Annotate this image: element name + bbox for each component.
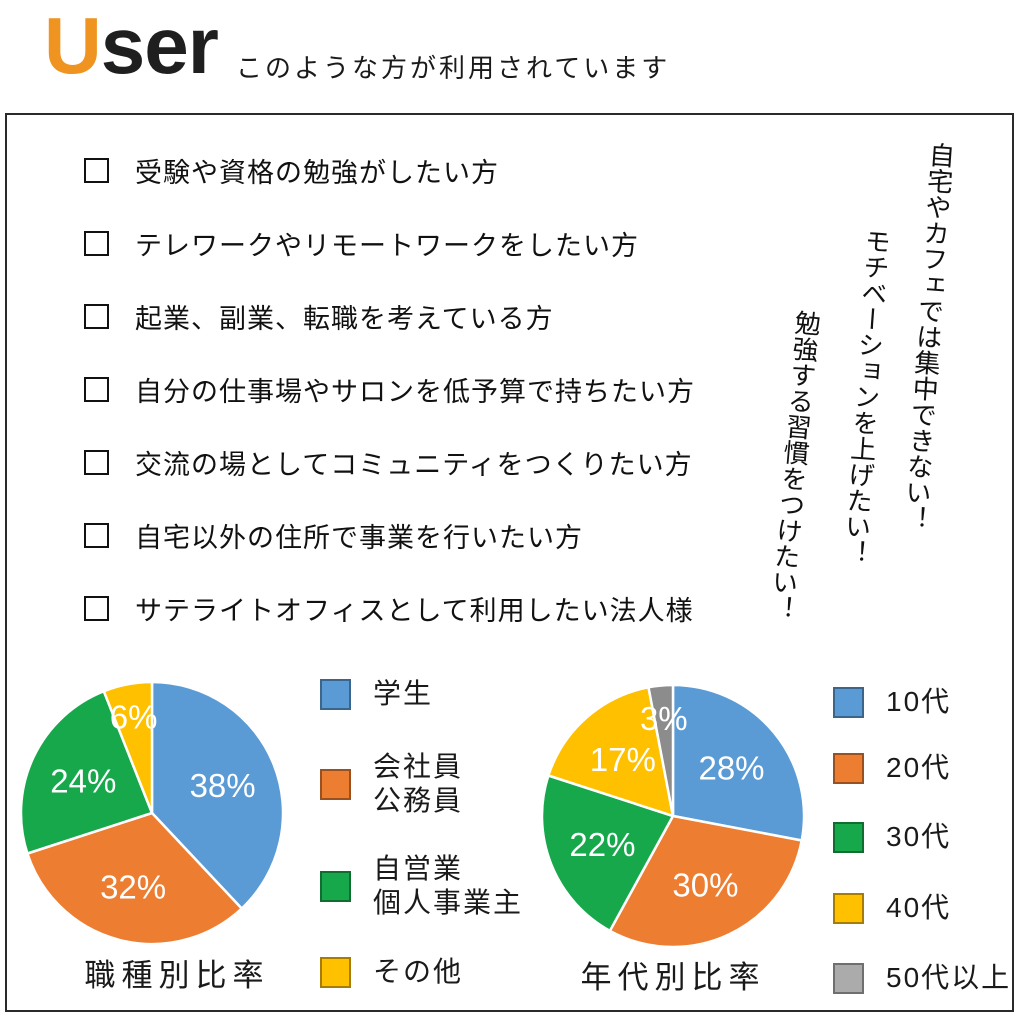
checklist-item-label: テレワークやリモートワークをしたい方: [135, 230, 639, 261]
legend-item: 自営業 個人事業主: [320, 852, 523, 920]
legend-label: 会社員 公務員: [373, 751, 464, 816]
chart-title-age: 年代別比率: [580, 960, 766, 995]
checkbox-icon: [84, 303, 109, 329]
logo: User: [44, 1, 219, 90]
pie-slice-label: 24%: [50, 763, 116, 800]
legend-label: 自営業 個人事業主: [373, 853, 524, 918]
pie-slice: [102, 680, 154, 815]
legend-label: 10代: [886, 686, 952, 717]
checklist-item-label: 受験や資格の勉強がしたい方: [135, 157, 499, 188]
pie-slice: [547, 686, 675, 818]
checkbox-icon: [84, 157, 109, 183]
legend-label: 学生: [373, 678, 434, 709]
checkbox-icon: [84, 449, 109, 475]
pie-slice-label: 6%: [110, 699, 158, 736]
content-box: [5, 113, 1014, 1012]
pie-slice: [608, 814, 803, 949]
checklist: 受験や資格の勉強がしたい方テレワークやリモートワークをしたい方 起業、副業、転職を…: [84, 156, 695, 667]
legend-item: 50代以上: [833, 961, 1011, 995]
pie-slice: [671, 683, 806, 842]
checklist-item-label: 自分の仕事場やサロンを低予算で持ちたい方: [135, 376, 695, 407]
checklist-item-label: 交流の場としてコミュニティをつくりたい方: [135, 449, 693, 480]
pie-slice-label: 22%: [569, 826, 635, 863]
logo-rest-letters: ser: [100, 1, 219, 90]
legend-label: 30代: [886, 821, 952, 852]
checklist-item: 自分の仕事場やサロンを低予算で持ちたい方: [84, 375, 695, 407]
pie-slice-label: 32%: [100, 869, 166, 906]
page-subtitle: このような方が利用されています: [236, 53, 671, 83]
checkbox-icon: [84, 376, 109, 402]
checklist-item-label: サテライトオフィスとして利用したい法人様: [135, 595, 694, 626]
legend-item: 10代: [833, 685, 951, 719]
pie-slice-label: 3%: [640, 700, 688, 737]
legend-label: 40代: [886, 892, 952, 923]
pie-chart-occupation: 38% 32% 24% 6%: [19, 680, 285, 946]
legend-swatch: [833, 892, 864, 924]
logo-letter-accent: U: [44, 1, 102, 90]
pie-slice: [26, 811, 243, 946]
legend-swatch: [833, 752, 864, 784]
legend-swatch: [320, 678, 351, 710]
legend-swatch: [320, 956, 351, 988]
checkbox-icon: [84, 595, 109, 621]
checklist-item: 受験や資格の勉強がしたい方: [84, 156, 695, 188]
legend-swatch: [833, 686, 864, 718]
pie-slice-label: 28%: [698, 750, 764, 787]
legend-swatch: [833, 821, 864, 853]
pie-slice: [647, 683, 675, 818]
pie-slice: [150, 680, 285, 910]
legend-swatch: [320, 768, 351, 800]
legend-item: その他: [320, 955, 463, 989]
pie-chart-age: 28% 30% 22% 17% 3%: [540, 683, 806, 949]
pie-slice-label: 17%: [590, 741, 656, 778]
legend-item: 会社員 公務員: [320, 750, 463, 818]
checklist-item-label: 起業、副業、転職を考えている方: [135, 303, 554, 334]
checklist-item: 起業、副業、転職を考えている方: [84, 302, 695, 334]
legend-occupation: 学生会社員 公務員 自営業 個人事業主その他: [320, 672, 523, 1012]
legend-swatch: [833, 962, 864, 994]
checklist-item: 自宅以外の住所で事業を行いたい方: [84, 521, 695, 553]
legend-label: その他: [373, 956, 464, 987]
legend-item: 学生: [320, 677, 433, 711]
legend-item: 20代: [833, 751, 951, 785]
pie-slice-label: 30%: [672, 867, 738, 904]
checkbox-icon: [84, 522, 109, 548]
legend-label: 20代: [886, 752, 952, 783]
legend-item: 30代: [833, 820, 951, 854]
legend-label: 50代以上: [886, 962, 1012, 993]
checklist-item-label: 自宅以外の住所で事業を行いたい方: [135, 522, 583, 553]
checklist-item: テレワークやリモートワークをしたい方: [84, 229, 695, 261]
legend-item: 40代: [833, 891, 951, 925]
checkbox-icon: [84, 230, 109, 256]
pie-slice-label: 38%: [190, 767, 256, 804]
legend-swatch: [320, 870, 351, 902]
checklist-item: サテライトオフィスとして利用したい法人様: [84, 594, 695, 626]
pie-slice: [540, 774, 675, 933]
chart-title-occupation: 職種別比率: [84, 958, 270, 993]
legend-age: 10代 20代 30代 40代 50代以上: [833, 672, 1024, 1012]
checklist-item: 交流の場としてコミュニティをつくりたい方: [84, 448, 695, 480]
